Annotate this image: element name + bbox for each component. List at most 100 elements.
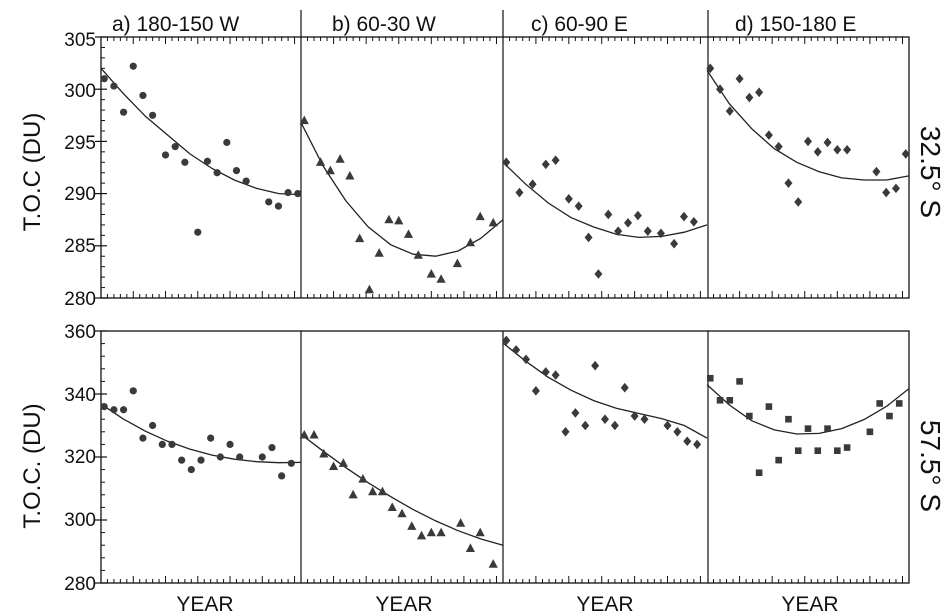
data-point (284, 188, 292, 197)
data-point (706, 63, 715, 74)
data-point (824, 425, 831, 432)
data-point (488, 217, 498, 227)
x-axis-label-d: YEAR (781, 593, 838, 616)
fit-curve (100, 403, 302, 464)
data-point (604, 209, 613, 220)
data-point (502, 335, 511, 346)
data-point (901, 149, 910, 159)
data-point (610, 420, 619, 431)
x-axis-label-c: YEAR (576, 593, 633, 616)
data-point (110, 82, 118, 90)
data-point (630, 411, 639, 421)
y-tick-label: 340 (64, 385, 96, 406)
data-point (436, 274, 446, 283)
data-point (794, 197, 803, 207)
data-point (794, 447, 802, 454)
data-point (178, 456, 186, 464)
data-point (683, 436, 692, 447)
panel-frame (100, 36, 910, 299)
data-point (670, 238, 679, 249)
fit-curve (502, 161, 708, 239)
data-point (394, 215, 404, 225)
data-point (139, 91, 147, 100)
data-point (149, 111, 157, 119)
data-point (882, 187, 891, 198)
data-point (287, 459, 295, 467)
data-point (584, 232, 593, 243)
x-axis-label-a: YEAR (176, 593, 233, 616)
data-point (403, 229, 414, 238)
y-axis-label-bottom: T.O.C. (DU) (19, 403, 46, 528)
data-point (426, 268, 436, 278)
data-point (161, 151, 170, 159)
data-point (171, 143, 179, 151)
data-point (643, 226, 652, 236)
data-point (814, 447, 822, 454)
fit-curve (300, 122, 504, 257)
fit-curves (100, 67, 910, 546)
data-point (774, 141, 783, 152)
data-point (139, 434, 147, 442)
data-point (784, 178, 793, 188)
data-point (833, 144, 842, 155)
data-point (574, 201, 583, 211)
data-point (325, 165, 335, 175)
data-point (187, 466, 195, 474)
data-point (746, 412, 753, 420)
data-point (706, 374, 714, 382)
y-tick-label: 280 (64, 574, 96, 595)
data-point (299, 429, 309, 439)
data-point (785, 415, 792, 423)
data-point (872, 166, 881, 177)
data-point (384, 214, 394, 224)
data-point (475, 527, 485, 537)
data-point (656, 228, 665, 239)
data-point (640, 414, 649, 424)
y-tick-label: 360 (64, 322, 96, 343)
data-point (265, 198, 273, 206)
y-tick-label: 320 (64, 447, 96, 468)
data-point (475, 211, 485, 221)
data-point (452, 258, 462, 268)
data-point (465, 237, 476, 247)
data-point (716, 397, 724, 404)
data-point (755, 87, 764, 98)
y-tick-label: 285 (64, 236, 96, 257)
y-tick-label: 300 (64, 510, 96, 531)
data-point (149, 421, 157, 430)
data-point (258, 453, 266, 461)
data-point (328, 461, 339, 471)
data-point (274, 202, 283, 210)
data-point (804, 136, 812, 147)
data-point (679, 211, 688, 222)
data-point (364, 284, 375, 294)
y-tick-label: 300 (64, 81, 96, 102)
data-point (465, 543, 476, 552)
data-point (813, 147, 822, 157)
data-point (216, 453, 224, 461)
data-point (168, 440, 176, 448)
data-point (736, 378, 743, 385)
data-point (581, 420, 590, 431)
data-point (338, 458, 348, 467)
data-point (591, 360, 600, 371)
data-point (294, 190, 302, 198)
data-point (436, 527, 446, 537)
data-point (765, 403, 773, 410)
panel-title-a: a) 180-150 W (112, 13, 239, 36)
data-point (633, 210, 642, 221)
data-point (242, 177, 250, 185)
data-point (315, 157, 326, 166)
fit-curve (300, 433, 504, 546)
data-point (541, 367, 550, 377)
data-point (755, 469, 763, 477)
data-point (278, 472, 286, 480)
data-point (299, 115, 309, 125)
data-point (374, 248, 384, 257)
data-point (129, 62, 137, 70)
data-point (119, 108, 128, 116)
data-point (735, 73, 744, 84)
data-point (745, 92, 754, 103)
panel-title-c: c) 60-90 E (531, 13, 628, 36)
data-point (358, 474, 368, 483)
